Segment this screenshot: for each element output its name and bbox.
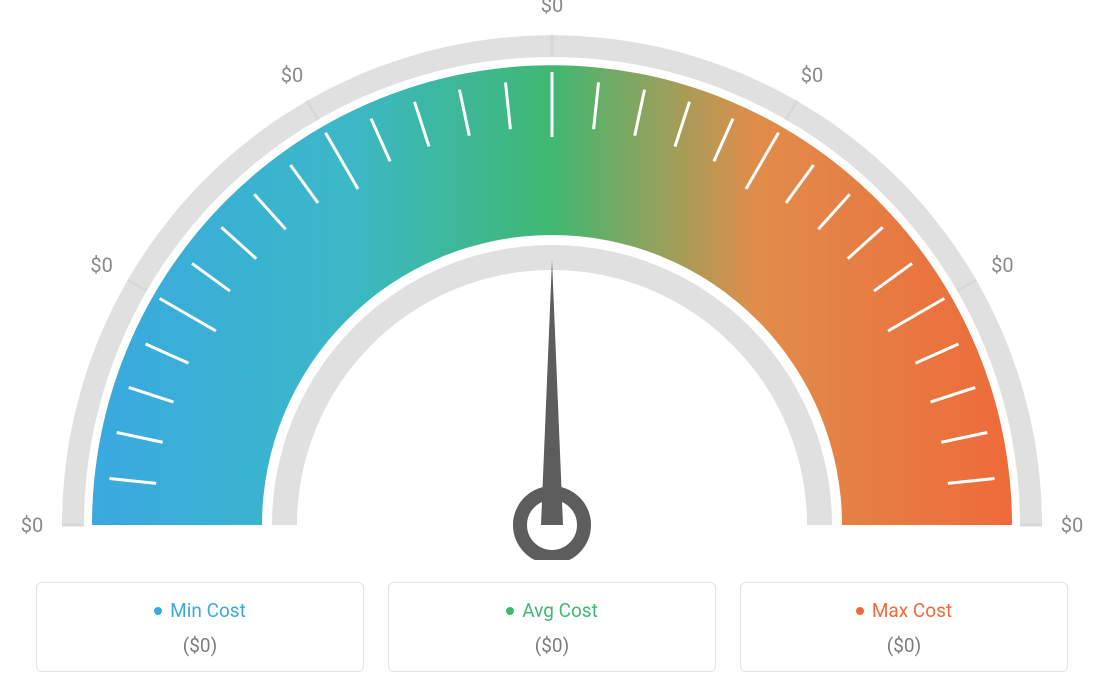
legend-title-avg: Avg Cost — [506, 599, 598, 622]
legend-label-min: Min Cost — [170, 599, 246, 622]
gauge-tick-label: $0 — [541, 0, 563, 17]
gauge-tick-label: $0 — [801, 63, 823, 87]
legend-value-max: ($0) — [751, 634, 1057, 657]
legend-label-max: Max Cost — [872, 599, 952, 622]
legend-card-avg: Avg Cost ($0) — [388, 582, 716, 672]
gauge-tick-label: $0 — [90, 253, 112, 277]
legend-dot-max — [856, 607, 864, 615]
legend-value-min: ($0) — [47, 634, 353, 657]
gauge-tick-label: $0 — [21, 513, 43, 537]
legend-card-max: Max Cost ($0) — [740, 582, 1068, 672]
legend-label-avg: Avg Cost — [522, 599, 598, 622]
cost-gauge-infographic: $0 $0 $0 $0 $0 $0 $0 Min Cost ($0) Avg Cost ($… — [0, 0, 1104, 690]
gauge-svg — [0, 0, 1104, 560]
legend-title-min: Min Cost — [154, 599, 246, 622]
gauge-tick-label: $0 — [991, 253, 1013, 277]
legend-dot-avg — [506, 607, 514, 615]
legend-dot-min — [154, 607, 162, 615]
legend-row: Min Cost ($0) Avg Cost ($0) Max Cost ($0… — [36, 582, 1068, 672]
legend-card-min: Min Cost ($0) — [36, 582, 364, 672]
gauge-chart: $0 $0 $0 $0 $0 $0 $0 — [0, 0, 1104, 560]
legend-value-avg: ($0) — [399, 634, 705, 657]
gauge-tick-label: $0 — [281, 63, 303, 87]
legend-title-max: Max Cost — [856, 599, 952, 622]
gauge-tick-label: $0 — [1061, 513, 1083, 537]
